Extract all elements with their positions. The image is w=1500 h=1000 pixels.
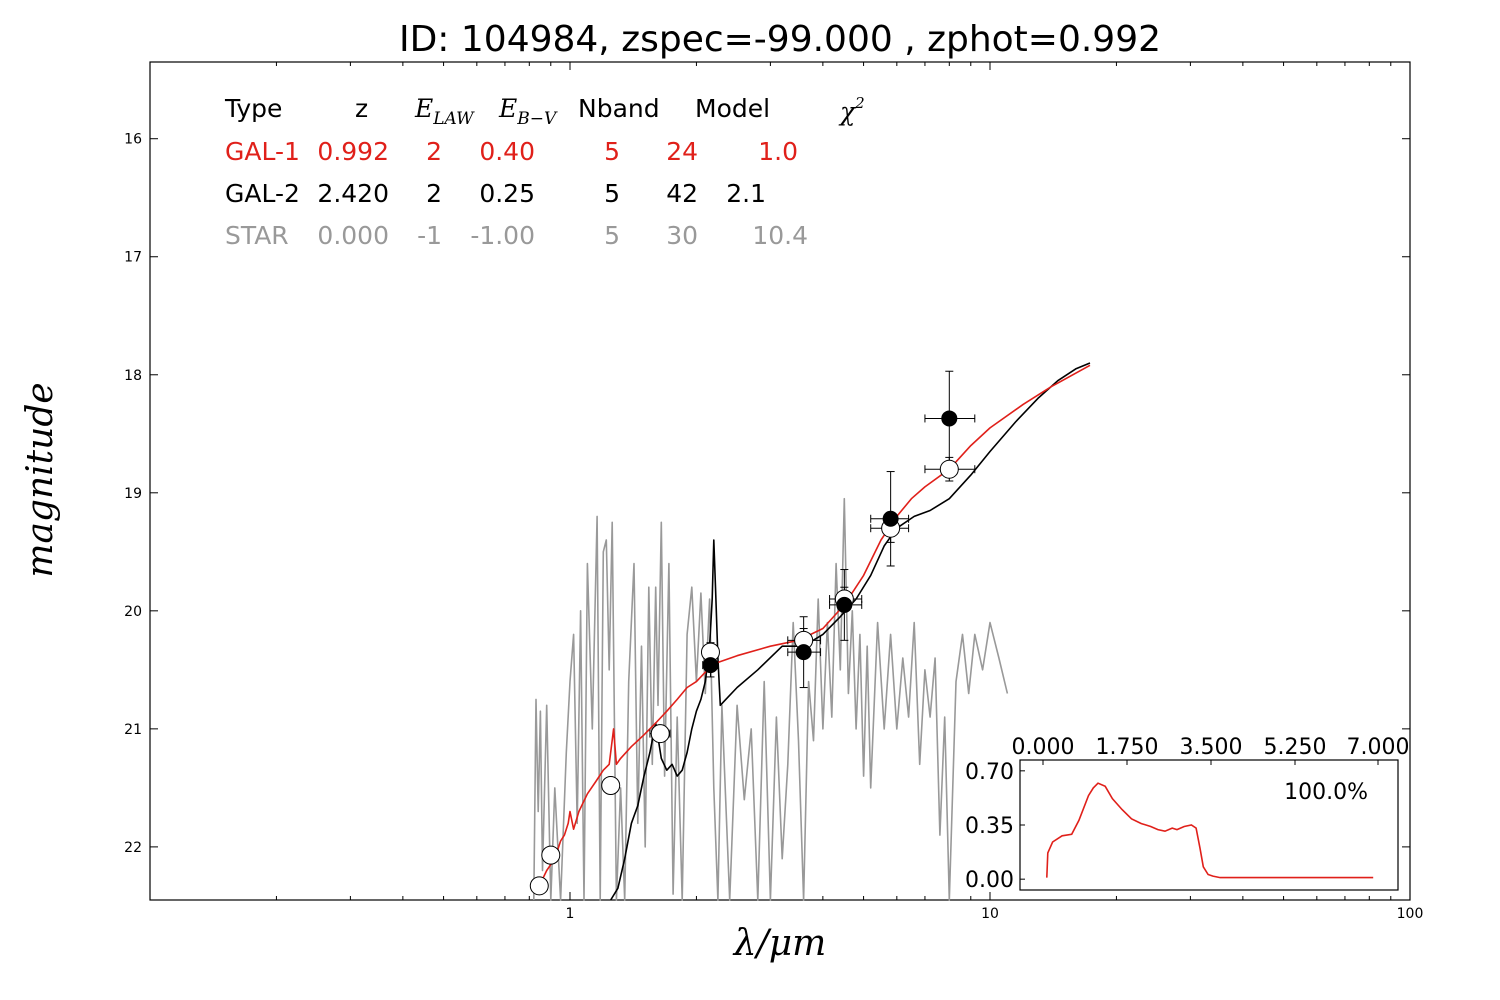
observed-point [836, 596, 853, 613]
y-tick-label: 22 [124, 840, 142, 856]
gal1-template-layer [537, 364, 1091, 889]
table-cell: 5 [604, 137, 620, 166]
x-tick-label: 10 [981, 906, 999, 922]
table-cell: 24 [666, 137, 698, 166]
table-cell: 2.420 [317, 179, 389, 208]
table-cell: 42 [666, 179, 698, 208]
table-cell: 2.1 [726, 179, 766, 208]
col-header-elaw-main: E [414, 94, 433, 123]
inset-x-tick-label: 0.000 [1012, 735, 1075, 760]
inset-y-tick-label: 0.35 [965, 814, 1014, 839]
inset-x-tick-label: 7.000 [1347, 735, 1410, 760]
inset-y-tick-label: 0.70 [965, 760, 1014, 785]
col-header-ebv-sub: B−V [516, 109, 558, 129]
gal2-template-line [610, 362, 1091, 901]
table-cell: 2 [426, 179, 442, 208]
star-template-line [533, 497, 1009, 901]
inset-annotation: 100.0% [1284, 780, 1368, 805]
chart-title: ID: 104984, zspec=-99.000 , zphot=0.992 [399, 19, 1161, 60]
gal2-template-layer [610, 362, 1091, 901]
inset-ticks: 0.000 1.750 3.500 5.250 7.000 0.70 0.35 0.00 [965, 735, 1409, 893]
col-header-ebv: EB−V [498, 94, 558, 129]
inset-y-tick-label: 0.00 [965, 868, 1014, 893]
plot-frame [149, 61, 1411, 901]
table-cell: 5 [604, 221, 620, 250]
model-point [650, 724, 670, 744]
table-cell: 0.40 [479, 137, 535, 166]
observed-point [795, 644, 812, 661]
model-point [601, 776, 621, 796]
observed-point [702, 657, 719, 674]
x-axis-label: λ/μm [732, 923, 826, 964]
x-tick-label: 100 [1397, 906, 1424, 922]
table-cell: 0.992 [317, 137, 389, 166]
table-cell: -1.00 [470, 221, 535, 250]
col-header-elaw-sub: LAW [432, 109, 475, 129]
model-point [939, 459, 959, 479]
y-tick-label: 18 [124, 368, 142, 384]
col-header-chi2-main: χ [838, 97, 857, 126]
model-photometry-points [529, 459, 959, 896]
gal1-template-line [537, 364, 1091, 889]
y-tick-label: 20 [124, 604, 142, 620]
inset-x-tick-label: 3.500 [1180, 735, 1243, 760]
table-cell: 2 [426, 137, 442, 166]
inset-pdz-line [1046, 782, 1374, 879]
table-cell: -1 [417, 221, 442, 250]
table-cell: STAR [225, 221, 289, 250]
inset-frame [1019, 759, 1399, 891]
inset-x-tick-label: 5.250 [1264, 735, 1327, 760]
table-cell: 30 [666, 221, 698, 250]
table-cell: 0.000 [317, 221, 389, 250]
fit-summary-table: Type z ELAW EB−V Nband Model χ2 GAL-1 0.9… [224, 94, 865, 250]
col-header-model: Model [695, 94, 770, 123]
observed-photometry-points [702, 410, 958, 674]
model-point [541, 845, 561, 865]
col-header-type: Type [224, 94, 282, 123]
observed-point [882, 510, 899, 527]
observed-point [941, 410, 958, 427]
table-cell: 5 [604, 179, 620, 208]
y-tick-label: 17 [124, 250, 142, 266]
inset-pdz-curve [1046, 782, 1374, 879]
y-tick-label: 21 [124, 722, 142, 738]
inset-x-tick-label: 1.750 [1096, 735, 1159, 760]
y-tick-label: 19 [124, 486, 142, 502]
col-header-chi2-sup: 2 [854, 94, 865, 112]
star-template-layer [533, 497, 1009, 901]
table-cell: 10.4 [752, 221, 808, 250]
table-cell: GAL-1 [225, 137, 300, 166]
col-header-elaw: ELAW [414, 94, 475, 129]
table-cell: 0.25 [479, 179, 535, 208]
y-tick-label: 16 [124, 132, 142, 148]
col-header-ebv-main: E [498, 94, 517, 123]
table-cell: 1.0 [758, 137, 798, 166]
col-header-nband: Nband [578, 94, 660, 123]
axis-ticks [149, 62, 1410, 900]
table-cell: GAL-2 [225, 179, 300, 208]
model-point [529, 876, 549, 896]
y-axis-label: magnitude [20, 382, 61, 577]
col-header-z: z [355, 94, 368, 123]
x-tick-label: 1 [566, 906, 575, 922]
pdz-inset: 0.000 1.750 3.500 5.250 7.000 0.70 0.35 0.00 10… [965, 735, 1409, 893]
col-header-chi2: χ2 [838, 94, 865, 126]
